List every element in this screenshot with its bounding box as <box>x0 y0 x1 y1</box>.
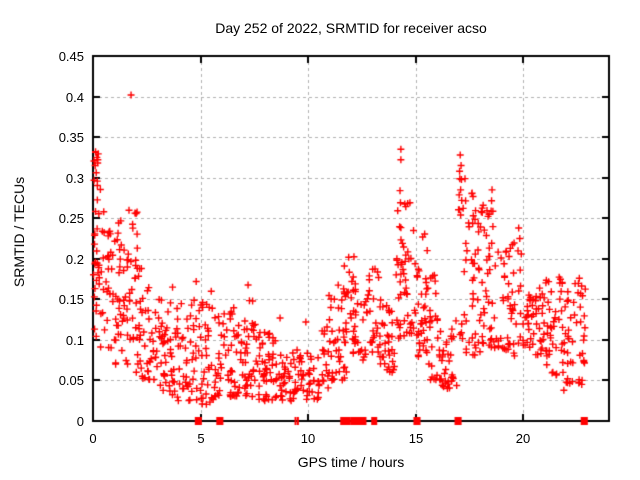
y-tick-label: 0.4 <box>65 90 84 105</box>
y-axis-label: SRMTID / TECUs <box>11 176 27 288</box>
y-tick-label: 0.2 <box>65 252 84 267</box>
y-tick-label: 0.15 <box>58 292 84 307</box>
chart-title: Day 252 of 2022, SRMTID for receiver acs… <box>215 20 487 36</box>
y-tick-label: 0.45 <box>58 49 84 64</box>
y-tick-label: 0.35 <box>58 130 84 145</box>
x-tick-label: 15 <box>408 431 424 446</box>
x-axis-label: GPS time / hours <box>297 454 405 470</box>
y-tick-label: 0.3 <box>65 171 84 186</box>
y-tick-label: 0.1 <box>65 333 84 348</box>
x-tick-label: 5 <box>197 431 205 446</box>
y-tick-label: 0.25 <box>58 211 84 226</box>
y-tick-label: 0.05 <box>58 373 84 388</box>
y-tick-label: 0 <box>76 414 84 429</box>
x-tick-label: 10 <box>300 431 316 446</box>
x-tick-label: 0 <box>89 431 97 446</box>
x-tick-label: 20 <box>515 431 531 446</box>
